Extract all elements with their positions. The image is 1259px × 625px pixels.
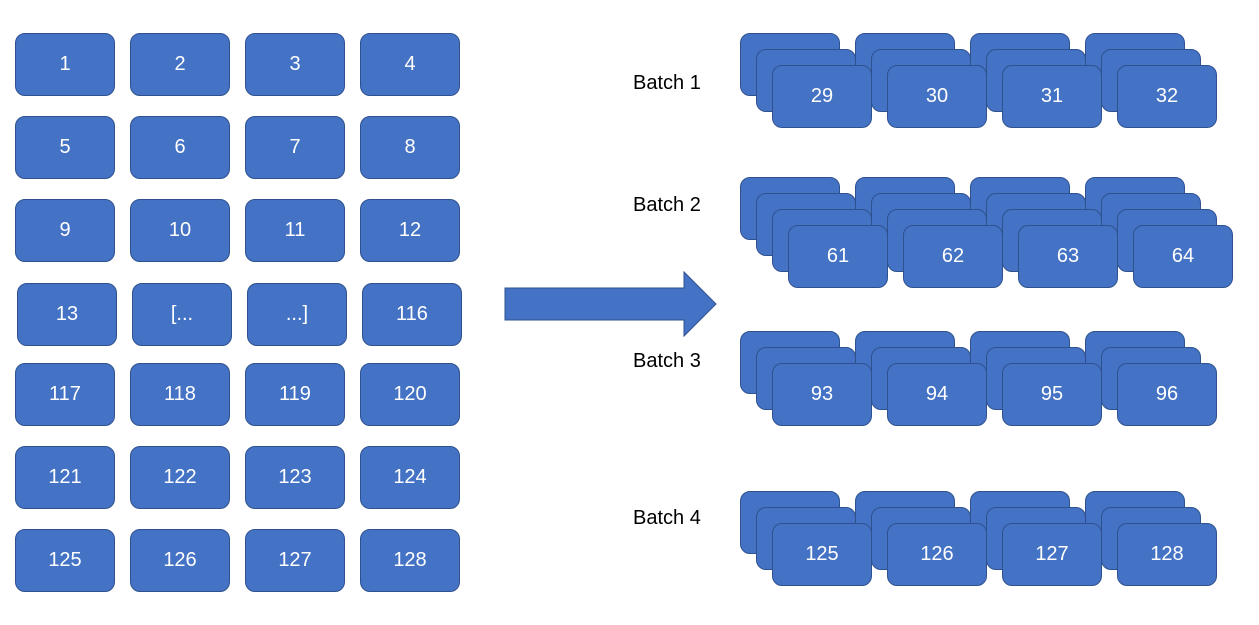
grid-tile: 4 [360,33,460,96]
batch-label: Batch 1 [633,72,701,94]
grid-tile: 3 [245,33,345,96]
batch-label: Batch 2 [633,194,701,216]
grid-tile: 124 [360,446,460,509]
grid-tile: 118 [130,363,230,426]
grid-tile: 9 [15,199,115,262]
batch-front-tile: 31 [1002,65,1102,128]
batch-front-tile: 127 [1002,523,1102,586]
batch-front-tile: 128 [1117,523,1217,586]
batch-front-tile: 64 [1133,225,1233,288]
batch-front-tile: 29 [772,65,872,128]
grid-tile: 8 [360,116,460,179]
grid-tile: 116 [362,283,462,346]
batch-front-tile: 93 [772,363,872,426]
grid-tile: 126 [130,529,230,592]
batch-front-tile: 63 [1018,225,1118,288]
grid-tile: 120 [360,363,460,426]
right-arrow-icon [504,270,717,338]
batch-front-tile: 95 [1002,363,1102,426]
grid-tile: 6 [130,116,230,179]
grid-tile: 11 [245,199,345,262]
batch-front-tile: 62 [903,225,1003,288]
batch-front-tile: 94 [887,363,987,426]
grid-tile: 122 [130,446,230,509]
batch-front-tile: 61 [788,225,888,288]
grid-tile: 5 [15,116,115,179]
batch-front-tile: 125 [772,523,872,586]
grid-tile: 12 [360,199,460,262]
batch-front-tile: 30 [887,65,987,128]
grid-tile: 13 [17,283,117,346]
grid-tile: 117 [15,363,115,426]
grid-tile: 121 [15,446,115,509]
batch-label: Batch 3 [633,350,701,372]
batch-label: Batch 4 [633,507,701,529]
grid-tile: 127 [245,529,345,592]
grid-tile: 1 [15,33,115,96]
grid-tile: 2 [130,33,230,96]
grid-tile: 119 [245,363,345,426]
batch-front-tile: 126 [887,523,987,586]
grid-tile: ...] [247,283,347,346]
grid-tile: 123 [245,446,345,509]
batch-front-tile: 96 [1117,363,1217,426]
grid-tile: 125 [15,529,115,592]
batch-front-tile: 32 [1117,65,1217,128]
grid-tile: 10 [130,199,230,262]
grid-tile: 7 [245,116,345,179]
grid-tile: [... [132,283,232,346]
grid-tile: 128 [360,529,460,592]
